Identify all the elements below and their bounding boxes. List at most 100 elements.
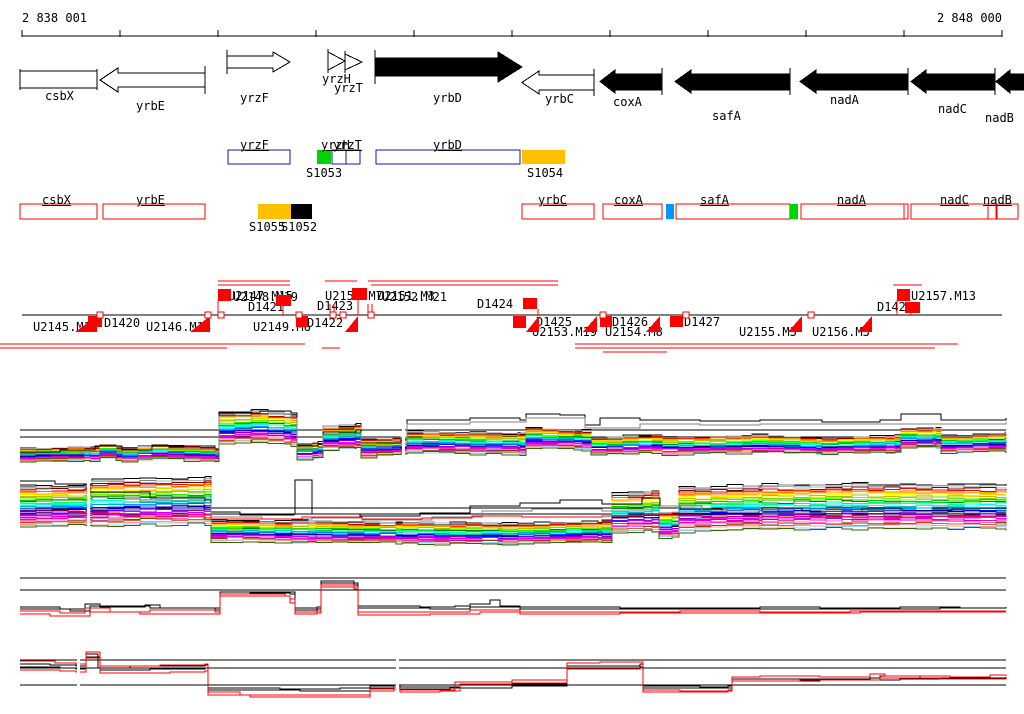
gene-arrow-coxA[interactable] <box>599 68 663 95</box>
probe-label-U2157.M13[interactable]: U2157.M13 <box>911 289 977 303</box>
transcript-segment-S1053[interactable] <box>317 150 331 164</box>
probe-marker-triangle <box>75 316 97 332</box>
expression-series <box>20 582 1006 612</box>
operon-label-nadB: nadB <box>983 193 1012 207</box>
transcript-label-yrzT: yrzT <box>333 138 362 152</box>
probe-boundary-box <box>204 311 212 319</box>
gene-arrow-nadA[interactable] <box>799 69 909 94</box>
probe-label-D1425[interactable]: D1425 <box>536 315 573 329</box>
operon-box-nadB[interactable] <box>996 203 1019 220</box>
operon-label-yrbE: yrbE <box>136 193 165 207</box>
missing-data-gap <box>77 640 80 713</box>
probe-label-D1421[interactable]: D1421 <box>248 300 285 314</box>
probe-marker-square <box>276 295 291 306</box>
transcript-label-yrbD: yrbD <box>433 138 462 152</box>
probe-marker-triangle <box>858 316 872 332</box>
operon-box-nadC[interactable] <box>910 203 997 220</box>
expression-series <box>20 486 1007 521</box>
operon-label-safA: safA <box>700 193 729 207</box>
gene-label-yrbE: yrbE <box>136 99 165 113</box>
probe-marker-square <box>296 316 308 327</box>
expression-series <box>20 584 1006 614</box>
operon-label-coxA: coxA <box>614 193 643 207</box>
expression-series <box>20 657 1007 698</box>
probe-marker-square <box>218 289 231 301</box>
operon-box-csbX[interactable] <box>19 203 98 220</box>
missing-data-gap <box>87 472 90 552</box>
probe-boundary-box <box>599 311 607 319</box>
operon-label-nadC: nadC <box>940 193 969 207</box>
probe-label-U2152.M21[interactable]: U2152.M21 <box>382 290 448 304</box>
transcript-segment-S1054[interactable] <box>522 150 565 164</box>
gene-arrow-yrbC[interactable] <box>521 70 595 95</box>
transcript-label-S1054: S1054 <box>527 166 564 180</box>
gene-label-coxA: coxA <box>613 95 642 109</box>
probe-marker-triangle <box>897 289 911 301</box>
missing-data-gap <box>402 398 405 470</box>
missing-data-gap <box>396 640 399 713</box>
probe-marker-triangle <box>646 316 660 332</box>
probe-boundary-box <box>217 311 225 319</box>
operon-label-S1055: S1055 <box>249 220 286 234</box>
probe-label-U2151.M3[interactable]: U2151.M3 <box>377 289 435 303</box>
transcript-box-yrbD[interactable] <box>375 149 521 165</box>
gene-arrow-yrzF[interactable] <box>226 51 291 73</box>
expression-series <box>20 586 1006 617</box>
probe-marker-triangle <box>583 316 597 332</box>
transcript-box-yrzF[interactable] <box>227 149 291 165</box>
gene-arrow-yrbD[interactable] <box>374 51 523 83</box>
probe-label-U2154.M8[interactable]: U2154.M8 <box>605 325 663 339</box>
operon-segment-S1055[interactable] <box>258 204 291 219</box>
gene-label-csbX: csbX <box>45 89 74 103</box>
operon-label-yrbC: yrbC <box>538 193 567 207</box>
gene-label-yrbC: yrbC <box>545 92 574 106</box>
gene-label-yrzF: yrzF <box>240 91 269 105</box>
probe-label-D1428[interactable]: D1428 <box>877 300 914 314</box>
transcript-label-yrzF: yrzF <box>240 138 269 152</box>
probe-label-D1424[interactable]: D1424 <box>477 297 514 311</box>
probe-label-D1423[interactable]: D1423 <box>317 299 354 313</box>
probe-marker-square <box>513 316 526 328</box>
operon-label-nadA: nadA <box>837 193 866 207</box>
operon-label-csbX: csbX <box>42 193 71 207</box>
gene-arrow-safA[interactable] <box>674 69 791 94</box>
probe-label-D1420[interactable]: D1420 <box>104 316 141 330</box>
transcript-box-yrzT[interactable] <box>345 149 361 165</box>
operon-box-nadA[interactable] <box>800 203 909 220</box>
expression-series <box>20 580 1007 610</box>
probe-label-D1422[interactable]: D1422 <box>307 316 344 330</box>
expression-series <box>20 510 1006 520</box>
probe-boundary-box <box>329 311 337 319</box>
gene-arrow-nadB[interactable] <box>995 68 1024 95</box>
probe-marker-square <box>352 288 367 300</box>
gene-arrow-nadC[interactable] <box>910 68 996 95</box>
expression-series <box>20 413 1007 455</box>
ruler-start-coordinate: 2 838 001 <box>22 11 88 25</box>
transcript-label-yrzH: yrzH <box>321 138 350 152</box>
gene-arrow-yrbE[interactable] <box>99 67 206 93</box>
probe-label-U2155.M3[interactable]: U2155.M3 <box>739 325 797 339</box>
operon-segment-S1052[interactable] <box>291 204 312 219</box>
probe-label-D1427[interactable]: D1427 <box>684 315 721 329</box>
expression-series <box>20 522 1007 546</box>
operon-box-yrbE[interactable] <box>102 203 206 220</box>
probe-marker-square <box>905 302 920 313</box>
probe-marker-triangle <box>526 316 539 332</box>
probe-boundary-box <box>682 311 690 319</box>
expression-series <box>20 653 1007 690</box>
gene-label-yrzT: yrzT <box>334 81 363 95</box>
probe-label-U2153.M19[interactable]: U2153.M19 <box>532 325 598 339</box>
probe-label-U2156.M3[interactable]: U2156.M3 <box>812 325 870 339</box>
operon-box-yrbC[interactable] <box>521 203 595 220</box>
probe-boundary-box <box>295 311 303 319</box>
probe-label-D1426[interactable]: D1426 <box>612 315 649 329</box>
ruler-end-coordinate: 2 848 000 <box>936 11 1002 25</box>
gene-label-yrbD: yrbD <box>433 91 462 105</box>
expression-series <box>20 439 1007 463</box>
operon-segment-unlabeled[interactable] <box>790 204 798 219</box>
operon-box-coxA[interactable] <box>602 203 663 220</box>
operon-segment-unlabeled[interactable] <box>666 204 674 219</box>
